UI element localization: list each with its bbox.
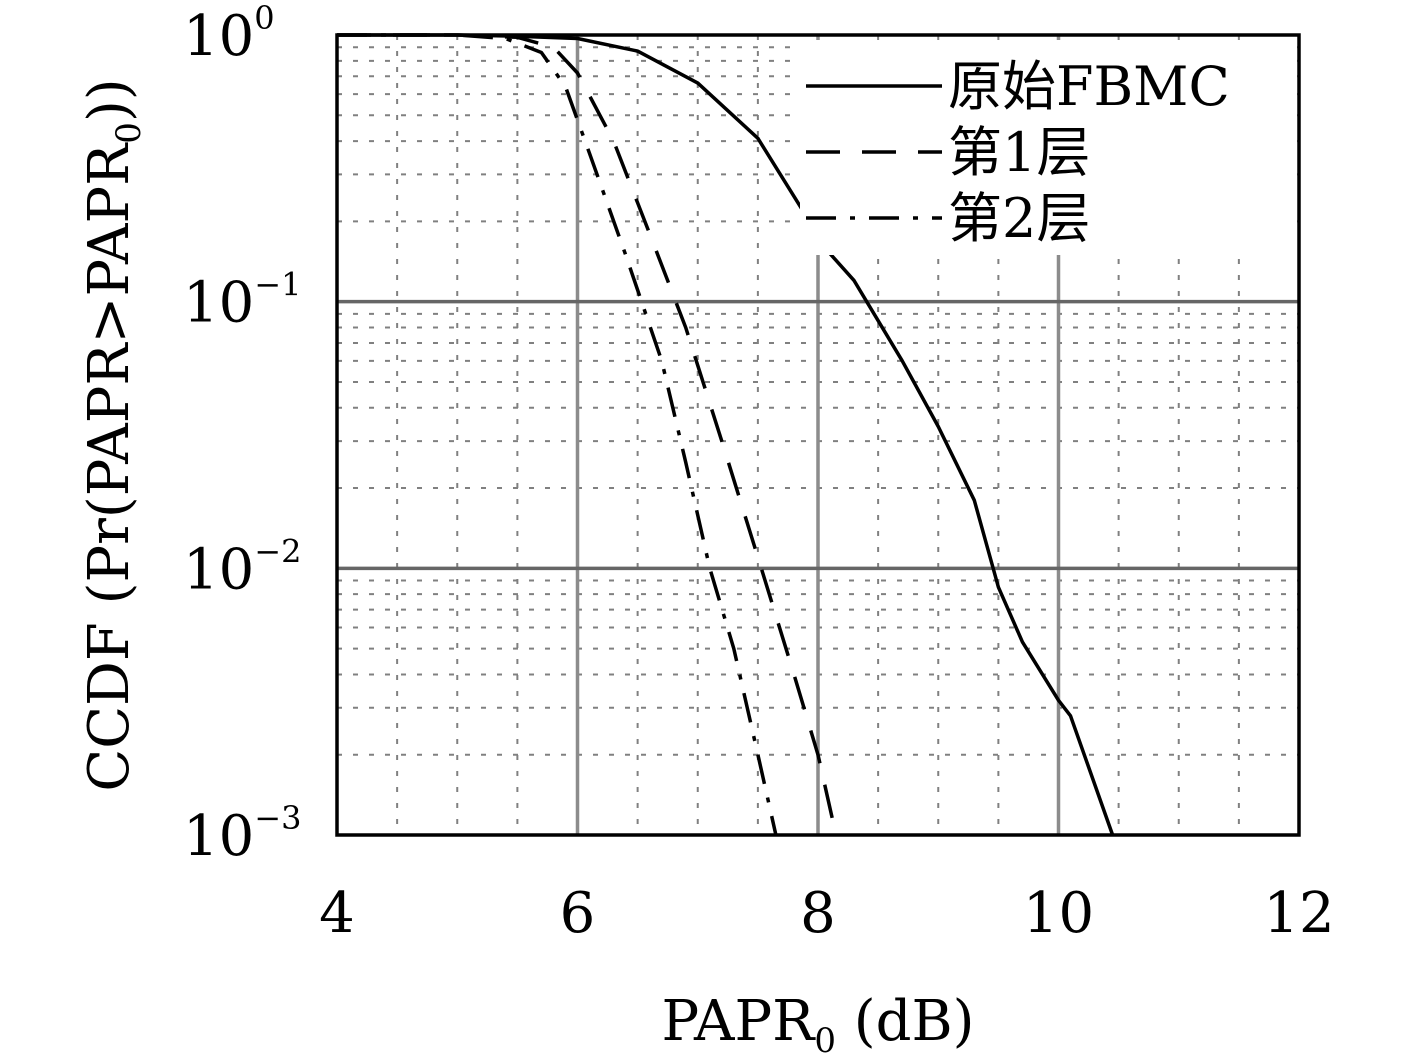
y-tick-label: 100: [183, 0, 275, 69]
x-tick-label: 8: [800, 881, 836, 946]
x-tick-label: 6: [560, 881, 596, 946]
x-tick-labels: 4 6 8 10 12: [319, 881, 1334, 946]
x-tick-label: 4: [319, 881, 355, 946]
x-axis-label: PAPR0 (dB): [662, 989, 975, 1061]
series-line-1: [337, 33, 1115, 836]
x-tick-label: 12: [1263, 881, 1334, 946]
x-tick-label: 10: [1023, 881, 1094, 946]
y-tick-label: 10−1: [183, 266, 301, 336]
y-tick-label: 10−2: [183, 532, 301, 602]
series-line-2: [337, 33, 838, 836]
y-tick-labels: 10−3 10−2 10−1 100: [183, 0, 301, 869]
series-layer: [337, 33, 1115, 836]
legend-label-2: 第1层: [948, 121, 1090, 184]
y-tick-label: 10−3: [183, 799, 301, 869]
legend-label-1: 原始FBMC: [948, 55, 1230, 118]
legend-label-3: 第2层: [948, 187, 1090, 250]
series-line-3: [337, 33, 778, 836]
y-axis-label: CCDF (Pr(PAPR>PAPR0)): [77, 78, 149, 791]
plot-frame: [335, 33, 1301, 837]
